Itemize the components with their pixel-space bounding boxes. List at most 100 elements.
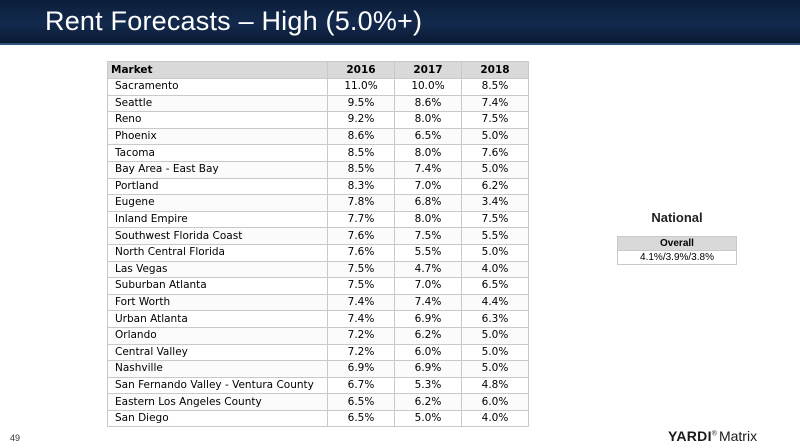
cell-market: Central Valley [107, 343, 328, 362]
table-row: San Diego 6.5% 5.0% 4.0% [107, 409, 529, 428]
cell-2018: 6.5% [461, 277, 529, 295]
table-row: Nashville 6.9% 6.9% 5.0% [107, 360, 529, 378]
cell-market: Fort Worth [107, 293, 328, 312]
cell-2018: 4.0% [461, 260, 529, 279]
cell-market: North Central Florida [107, 243, 328, 262]
cell-market: Orlando [107, 326, 328, 345]
table-row: Inland Empire 7.7% 8.0% 7.5% [107, 210, 529, 229]
header-2016: 2016 [327, 61, 395, 79]
cell-2018: 5.0% [461, 243, 529, 262]
header-2018: 2018 [461, 61, 529, 79]
cell-2018: 5.0% [461, 127, 529, 146]
cell-2018: 6.2% [461, 177, 529, 196]
cell-2017: 7.4% [394, 293, 462, 312]
table-row: Bay Area - East Bay 8.5% 7.4% 5.0% [107, 160, 529, 179]
cell-2018: 5.0% [461, 326, 529, 345]
table-row: Eastern Los Angeles County 6.5% 6.2% 6.0% [107, 393, 529, 411]
slide-title: Rent Forecasts – High (5.0%+) [45, 6, 423, 36]
national-header: Overall [617, 236, 737, 251]
yardi-matrix-logo: YARDI® Matrix [668, 428, 793, 446]
cell-market: Seattle [107, 94, 328, 113]
table-row: Southwest Florida Coast 7.6% 7.5% 5.5% [107, 227, 529, 245]
cell-market: Inland Empire [107, 210, 328, 229]
cell-2018: 4.4% [461, 293, 529, 312]
table-row: Central Valley 7.2% 6.0% 5.0% [107, 343, 529, 362]
table-header-row: Market 2016 2017 2018 [107, 61, 529, 79]
cell-2016: 8.5% [327, 144, 395, 162]
cell-2016: 8.3% [327, 177, 395, 196]
cell-2017: 6.5% [394, 127, 462, 146]
cell-2017: 8.0% [394, 144, 462, 162]
cell-2016: 8.5% [327, 160, 395, 179]
cell-2018: 4.0% [461, 409, 529, 428]
cell-2018: 7.4% [461, 94, 529, 113]
cell-2016: 6.9% [327, 360, 395, 378]
table-row: Eugene 7.8% 6.8% 3.4% [107, 194, 529, 212]
cell-2016: 9.2% [327, 111, 395, 129]
cell-2017: 7.0% [394, 277, 462, 295]
cell-2017: 5.3% [394, 376, 462, 395]
cell-2016: 7.2% [327, 343, 395, 362]
cell-2017: 10.0% [394, 78, 462, 96]
cell-2018: 5.5% [461, 227, 529, 245]
cell-2017: 7.4% [394, 160, 462, 179]
cell-2017: 8.6% [394, 94, 462, 113]
cell-2017: 8.0% [394, 210, 462, 229]
cell-2017: 6.8% [394, 194, 462, 212]
cell-market: San Diego [107, 409, 328, 428]
table-row: Portland 8.3% 7.0% 6.2% [107, 177, 529, 196]
table-row: Phoenix 8.6% 6.5% 5.0% [107, 127, 529, 146]
rent-forecast-table: Market 2016 2017 2018 Sacramento 11.0% 10.… [107, 61, 529, 428]
cell-market: Suburban Atlanta [107, 277, 328, 295]
cell-2018: 6.0% [461, 393, 529, 411]
table-row: San Fernando Valley - Ventura County 6.7%… [107, 376, 529, 395]
cell-2018: 4.8% [461, 376, 529, 395]
cell-2017: 6.0% [394, 343, 462, 362]
cell-2016: 7.4% [327, 310, 395, 328]
title-bar: Rent Forecasts – High (5.0%+) [0, 0, 800, 45]
cell-market: Reno [107, 111, 328, 129]
cell-2018: 5.0% [461, 160, 529, 179]
cell-2017: 6.9% [394, 310, 462, 328]
table-row: Las Vegas 7.5% 4.7% 4.0% [107, 260, 529, 279]
table-row: Sacramento 11.0% 10.0% 8.5% [107, 78, 529, 96]
cell-market: Phoenix [107, 127, 328, 146]
logo-product: Matrix [718, 428, 758, 444]
cell-2016: 6.5% [327, 393, 395, 411]
cell-market: Eastern Los Angeles County [107, 393, 328, 411]
cell-2017: 4.7% [394, 260, 462, 279]
header-2017: 2017 [394, 61, 462, 79]
cell-2018: 6.3% [461, 310, 529, 328]
cell-market: San Fernando Valley - Ventura County [107, 376, 328, 395]
cell-2018: 7.6% [461, 144, 529, 162]
cell-market: Southwest Florida Coast [107, 227, 328, 245]
cell-market: Tacoma [107, 144, 328, 162]
cell-2017: 6.2% [394, 326, 462, 345]
cell-2016: 7.6% [327, 227, 395, 245]
cell-2016: 7.6% [327, 243, 395, 262]
cell-2016: 6.5% [327, 409, 395, 428]
cell-2018: 3.4% [461, 194, 529, 212]
table-row: Suburban Atlanta 7.5% 7.0% 6.5% [107, 277, 529, 295]
table-row: Fort Worth 7.4% 7.4% 4.4% [107, 293, 529, 312]
cell-2017: 6.9% [394, 360, 462, 378]
cell-2016: 7.5% [327, 277, 395, 295]
national-table: Overall 4.1%/3.9%/3.8% [617, 236, 737, 265]
logo-registered-mark: ® [711, 430, 717, 438]
page-number: 49 [10, 433, 21, 443]
cell-2017: 8.0% [394, 111, 462, 129]
cell-2016: 9.5% [327, 94, 395, 113]
cell-market: Urban Atlanta [107, 310, 328, 328]
cell-2016: 6.7% [327, 376, 395, 395]
table-row: Seattle 9.5% 8.6% 7.4% [107, 94, 529, 113]
cell-2017: 6.2% [394, 393, 462, 411]
cell-2016: 7.4% [327, 293, 395, 312]
cell-2018: 5.0% [461, 343, 529, 362]
cell-market: Portland [107, 177, 328, 196]
logo-brand: YARDI [668, 428, 712, 444]
cell-market: Bay Area - East Bay [107, 160, 328, 179]
table-row: Tacoma 8.5% 8.0% 7.6% [107, 144, 529, 162]
cell-2017: 7.5% [394, 227, 462, 245]
cell-market: Las Vegas [107, 260, 328, 279]
header-market: Market [107, 61, 328, 79]
